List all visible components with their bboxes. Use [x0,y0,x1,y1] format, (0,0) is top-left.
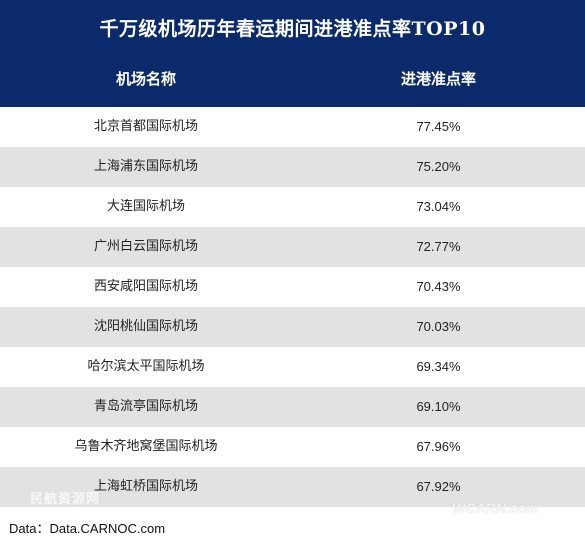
table-row: 哈尔滨太平国际机场 69.34% [0,347,585,387]
on-time-rate-cell: 70.03% [416,319,461,334]
data-source-note: Data：Data.CARNOC.com [9,521,166,536]
on-time-rate-cell: 67.96% [416,439,461,454]
airport-name-cell: 北京首都国际机场 [93,119,198,134]
airport-name-cell: 西安咸阳国际机场 [93,279,198,294]
on-time-rate-cell: 70.43% [416,279,461,294]
column-header-airport-name: 机场名称 [115,70,176,88]
on-time-rate-cell: 72.77% [416,239,461,254]
table-title: 千万级机场历年春运期间进港准点率TOP10 [99,18,486,40]
airport-name-cell: 上海浦东国际机场 [93,159,198,174]
table-header: 千万级机场历年春运期间进港准点率TOP10 机场名称 进港准点率 [0,0,585,107]
watermark-left: 民航资源网 [30,491,101,506]
table-row: 北京首都国际机场 77.45% [0,107,585,147]
on-time-rate-cell: 77.45% [416,119,461,134]
watermark-right: WCARN.com [452,500,539,516]
table-row: 西安咸阳国际机场 70.43% [0,267,585,307]
on-time-rate-cell: 67.92% [416,479,461,494]
ranking-table: 北京首都国际机场 77.45% 上海浦东国际机场 75.20% 大连国际机场 7… [0,107,585,507]
table-row: 大连国际机场 73.04% [0,187,585,227]
table-row: 青岛流亭国际机场 69.10% [0,387,585,427]
table-row: 上海浦东国际机场 75.20% [0,147,585,187]
table-row: 乌鲁木齐地窝堡国际机场 67.96% [0,427,585,467]
airport-name-cell: 大连国际机场 [106,199,185,214]
footer: Data：Data.CARNOC.com [0,507,585,547]
table-row: 沈阳桃仙国际机场 70.03% [0,307,585,347]
airport-name-cell: 沈阳桃仙国际机场 [93,319,198,334]
airport-name-cell: 哈尔滨太平国际机场 [87,359,205,374]
table-row: 上海虹桥国际机场 67.92% [0,467,585,507]
table-row: 广州白云国际机场 72.77% [0,227,585,267]
column-header-on-time-rate: 进港准点率 [400,70,476,88]
airport-name-cell: 上海虹桥国际机场 [93,479,198,494]
on-time-rate-cell: 69.34% [416,359,461,374]
on-time-rate-cell: 69.10% [416,399,461,414]
airport-name-cell: 青岛流亭国际机场 [93,399,198,414]
on-time-rate-cell: 75.20% [416,159,461,174]
on-time-rate-cell: 73.04% [416,199,461,214]
airport-name-cell: 乌鲁木齐地窝堡国际机场 [74,439,218,454]
airport-name-cell: 广州白云国际机场 [93,239,198,254]
